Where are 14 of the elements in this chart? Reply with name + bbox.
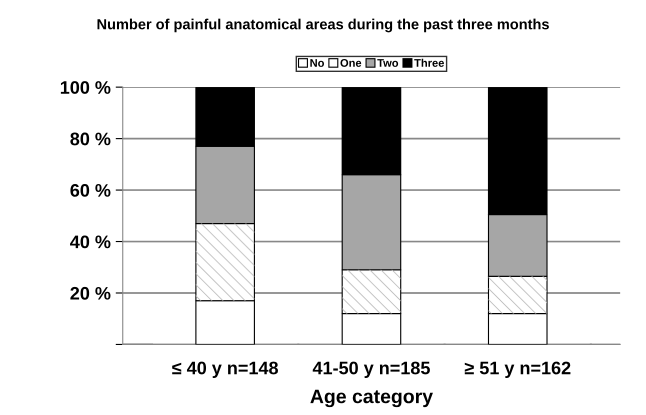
y-tick-label: 40 %	[70, 235, 110, 248]
x-tick-label: 41-50 y n=185	[312, 362, 430, 378]
x-tick-label: ≥ 51 y n=162	[464, 362, 570, 378]
y-tick-label: 100 %	[60, 81, 110, 94]
y-tick-label: 60 %	[70, 184, 110, 197]
legend-label: No	[310, 59, 324, 67]
y-tick-label: 80 %	[70, 132, 110, 146]
y-tick-label: 20 %	[70, 286, 110, 300]
legend-label: Three	[414, 58, 444, 67]
x-axis-title: Age category	[310, 390, 433, 408]
chart-title: Number of painful anatomical areas during the past three months	[98, 18, 549, 32]
legend-label: Two	[377, 59, 398, 67]
x-tick-label: ≤ 40 y n=148	[172, 362, 278, 378]
legend-label: One	[340, 59, 362, 67]
